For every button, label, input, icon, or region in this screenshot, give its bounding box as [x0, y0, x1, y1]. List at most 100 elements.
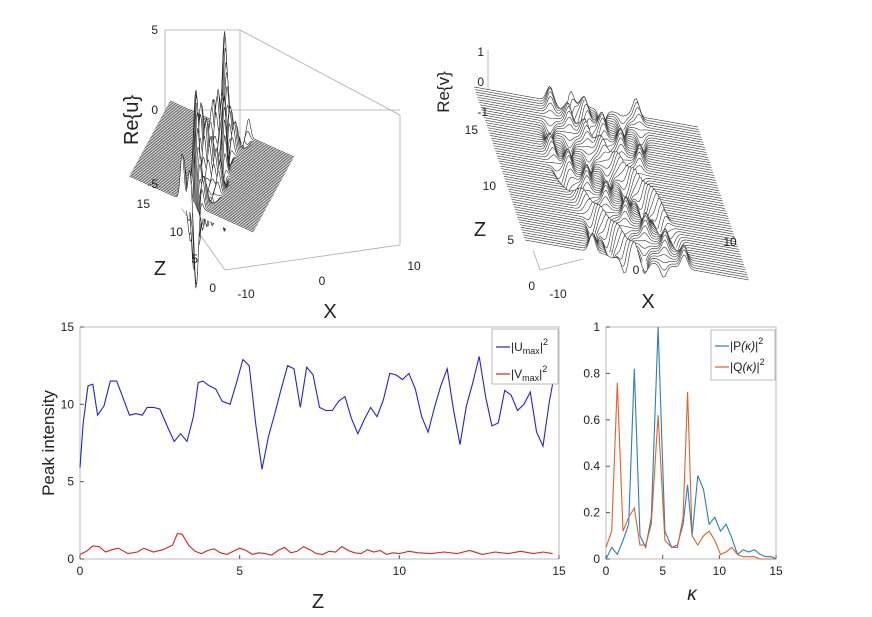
surface-line	[494, 146, 719, 189]
x-tick-label: 10	[723, 235, 737, 249]
yaxis-label: Peak intensity	[39, 390, 58, 496]
peak-intensity-chart: 0 5 10 15 0 5 10 15 Z Peak intensity |Umax|2 |V…	[39, 320, 566, 613]
surface-line	[503, 176, 728, 217]
y-tick-label: 0.8	[583, 366, 600, 380]
surface-line	[478, 99, 703, 144]
z-tick-label: -5	[147, 177, 158, 191]
y-tick-label: 10	[61, 397, 75, 411]
surface-line	[146, 113, 272, 223]
surface-line	[491, 133, 716, 181]
surface-line	[506, 183, 731, 227]
surface-line	[138, 99, 264, 226]
surface-plot-v: Re{v} X Z 1 0 -1 15 10 5 0 -10 0 10	[434, 45, 750, 313]
surface-line	[157, 88, 283, 199]
y-tick-label: 15	[465, 123, 479, 137]
x-tick-label: 0	[319, 274, 326, 288]
legend: |P(κ)|2 |Q(κ)|2	[710, 329, 776, 381]
surface-line	[490, 133, 715, 176]
surface-line	[504, 178, 729, 220]
xaxis-label: Z	[312, 591, 324, 613]
surface-line	[513, 202, 738, 247]
surface-line	[136, 102, 261, 227]
y-tick-label: 0.4	[583, 459, 600, 473]
surface-line	[490, 132, 716, 179]
surface-mesh	[129, 31, 295, 289]
z-tick-label: 1	[477, 45, 484, 59]
x-tick-label: 5	[659, 564, 666, 578]
tick-group: 0 5 10 15 0 5 10 15	[61, 320, 566, 578]
surface-line	[513, 203, 739, 252]
series-v-max	[79, 532, 553, 556]
surface-line	[129, 153, 254, 285]
y-tick-label: 1	[593, 320, 600, 334]
series-group	[605, 326, 777, 560]
x-tick-label: 15	[769, 564, 783, 578]
surface-line	[131, 172, 256, 272]
surface-fill	[525, 234, 749, 289]
series-q-spectrum	[605, 382, 776, 560]
z-tick-label: 0	[151, 103, 158, 117]
surface-line	[512, 201, 737, 244]
surface-line	[139, 118, 264, 231]
y-tick-label: 10	[170, 225, 184, 239]
y-tick-label: 0.2	[583, 506, 600, 520]
z-tick-label: -1	[477, 105, 488, 119]
legend: |Umax|2 |Vmax|2	[491, 328, 559, 385]
y-tick-label: 5	[191, 252, 198, 266]
surface-line	[505, 181, 730, 224]
surface-plot-u: Re{u} X Z 5 0 -5 15 10 5 0 -10 0 10	[121, 23, 421, 323]
zaxis-label: Re{v}	[434, 71, 453, 113]
surface-line	[157, 95, 282, 194]
surface-line	[507, 186, 732, 228]
spectrum-chart: 0 5 10 15 0 0.2 0.4 0.6 0.8 1 κ |P(κ)|2 |Q(κ)|2	[583, 320, 783, 605]
xaxis-label: X	[641, 291, 654, 313]
surface-line	[479, 102, 705, 146]
surface-line	[511, 198, 736, 243]
plot-area	[79, 326, 560, 560]
legend-label-q: |Q(κ)|2	[730, 357, 765, 374]
y-tick-label: 10	[483, 179, 497, 193]
surface-line	[480, 105, 705, 152]
legend-label-p: |P(κ)|2	[730, 336, 763, 353]
x-tick-label: -10	[549, 287, 567, 301]
surface-line	[514, 205, 739, 257]
legend-box	[491, 328, 559, 385]
surface-mesh	[473, 85, 750, 289]
surface-line	[156, 99, 281, 191]
x-tick-label: 0	[633, 263, 640, 277]
zaxis-label: Re{u}	[121, 95, 143, 145]
surface-line	[134, 128, 260, 239]
yaxis-label: Z	[154, 258, 166, 280]
surface-line	[507, 187, 733, 230]
surface-fill	[167, 35, 292, 172]
surface-line	[479, 101, 704, 143]
xaxis-label: X	[323, 301, 336, 323]
surface-line	[130, 166, 256, 283]
legend-label-v: |Vmax|2	[511, 364, 547, 383]
surface-fill	[137, 89, 262, 227]
y-tick-label: 5	[507, 233, 514, 247]
y-tick-label: 0.6	[583, 413, 600, 427]
series-group	[79, 356, 554, 556]
tick-group: 0 5 10 15 0 0.2 0.4 0.6 0.8 1	[583, 320, 783, 578]
x-tick-label: -10	[237, 287, 255, 301]
x-tick-label: 15	[552, 564, 566, 578]
plot-area	[605, 326, 777, 560]
surface-line	[145, 122, 270, 208]
y-tick-label: 15	[137, 197, 151, 211]
yaxis-label: Z	[474, 219, 486, 241]
x-tick-label: 10	[393, 564, 407, 578]
x-tick-label: 0	[77, 564, 84, 578]
axes-edge	[239, 29, 401, 116]
surface-line	[492, 135, 717, 184]
x-tick-label: 10	[407, 259, 421, 273]
xaxis-label: κ	[687, 584, 698, 605]
surface-line	[135, 112, 260, 225]
surface-line	[481, 109, 706, 156]
x-tick-label: 10	[713, 564, 727, 578]
z-tick-label: 5	[151, 23, 158, 37]
y-tick-label: 0	[593, 552, 600, 566]
surface-line	[500, 164, 725, 207]
surface-line	[164, 86, 289, 191]
